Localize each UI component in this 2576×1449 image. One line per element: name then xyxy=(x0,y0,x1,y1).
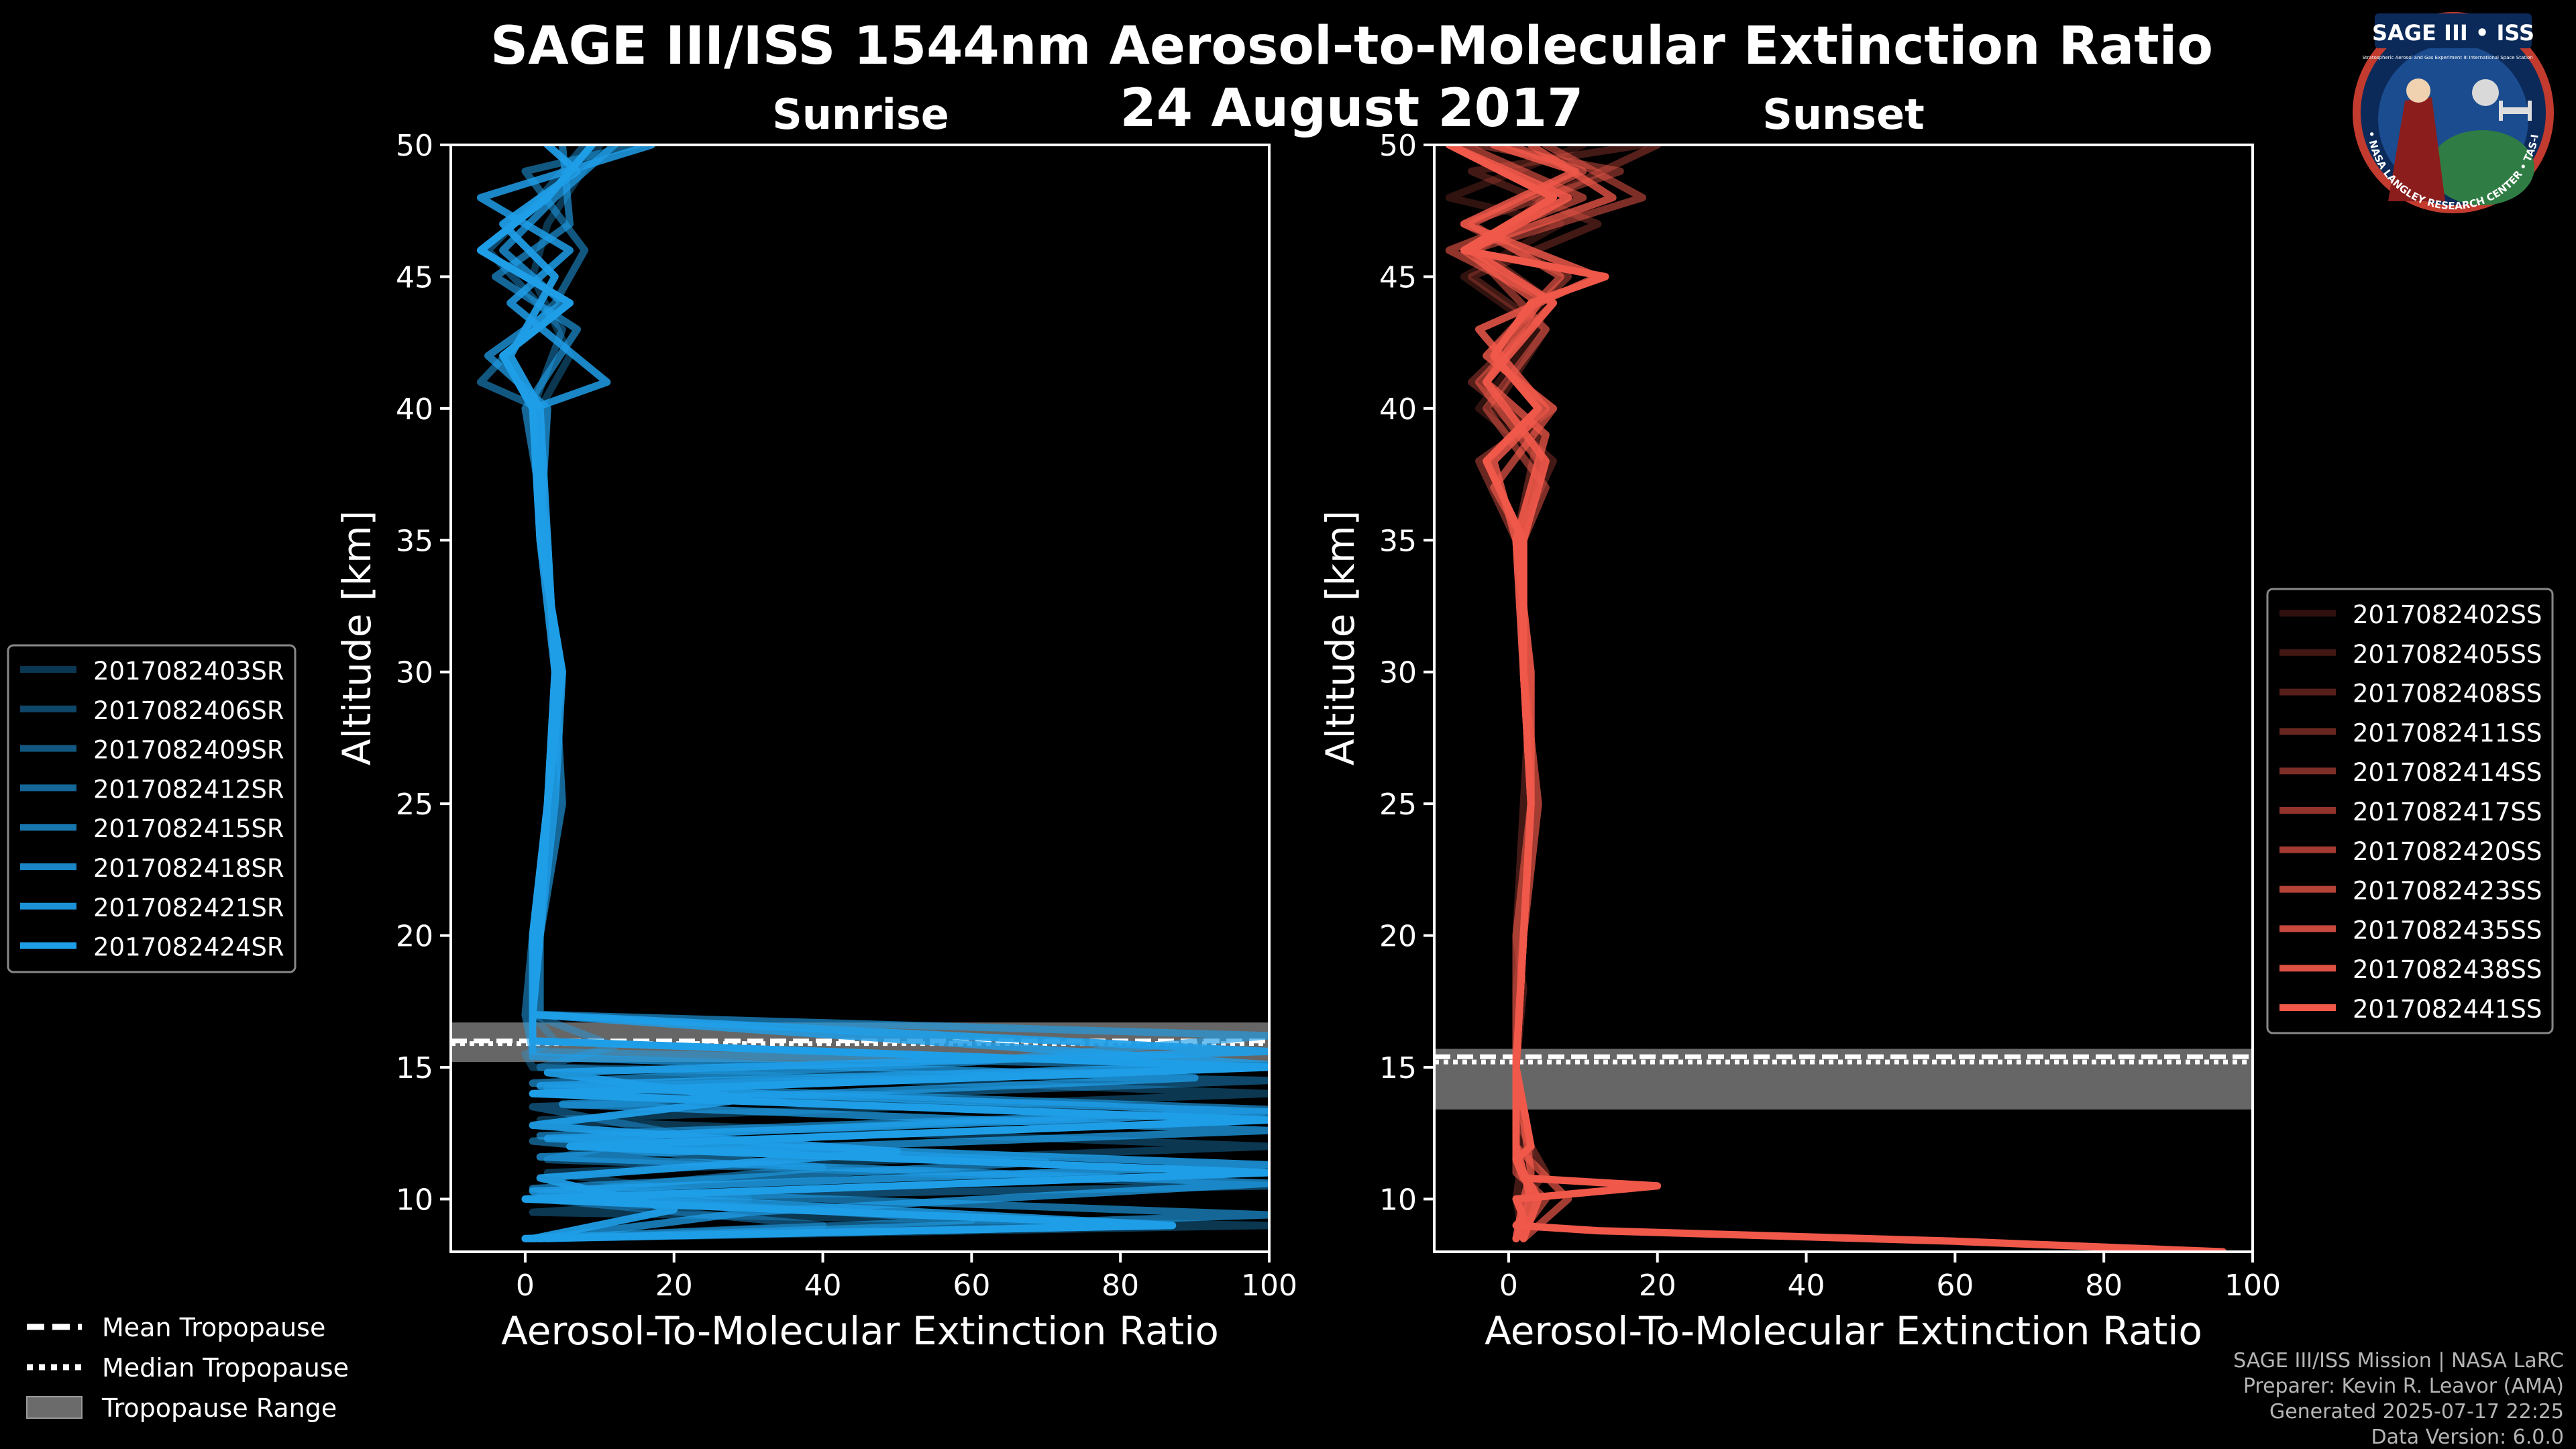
sunset-axes-frame xyxy=(1433,144,2254,1253)
sunset-tropopause-range xyxy=(1434,1049,2253,1110)
sunrise-legend: 2017082403SR 2017082406SR 2017082409SR 2017… xyxy=(7,644,297,973)
legend-label-2017082420SS: 2017082420SS xyxy=(2353,837,2542,866)
legend-label-2017082408SS: 2017082408SS xyxy=(2353,680,2542,708)
series-line-2017082441SS xyxy=(1445,145,2227,1252)
y-tick-label: 10 xyxy=(1379,1183,1417,1217)
legend-label-2017082424SR: 2017082424SR xyxy=(93,933,284,962)
y-tick-label: 20 xyxy=(396,920,433,954)
legend-label-2017082417SS: 2017082417SS xyxy=(2353,798,2542,826)
sunrise-chart: 0 20 40 60 80 100 10 15 20 25 30 35 40 45 50 Aerosol-To… xyxy=(334,129,1297,1354)
legend-label-2017082403SR: 2017082403SR xyxy=(93,657,284,686)
sunset-chart: 0 20 40 60 80 100 10 15 20 25 30 35 40 45 50 Aerosol-To… xyxy=(1318,129,2281,1354)
footer-version: Data Version: 6.0.0 xyxy=(2371,1426,2564,1449)
legend-label-2017082409SR: 2017082409SR xyxy=(93,736,284,765)
logo-subtitle-right: International Space Station xyxy=(2469,55,2532,60)
tropopause-range-label: Tropopause Range xyxy=(101,1393,337,1423)
legend-label-2017082406SR: 2017082406SR xyxy=(93,696,284,725)
footer-mission: SAGE III/ISS Mission | NASA LaRC xyxy=(2233,1349,2564,1373)
sunset-y-axis-label: Altitude [km] xyxy=(1318,511,1363,765)
sunset-x-axis-label: Aerosol-To-Molecular Extinction Ratio xyxy=(1485,1308,2202,1354)
legend-label-2017082402SS: 2017082402SS xyxy=(2353,600,2542,629)
x-tick-label: 100 xyxy=(2224,1269,2281,1303)
earth-icon xyxy=(2430,130,2534,205)
x-tick-label: 20 xyxy=(1639,1269,1676,1303)
x-tick-label: 40 xyxy=(804,1269,842,1303)
legend-label-2017082415SR: 2017082415SR xyxy=(93,814,284,843)
y-tick-label: 15 xyxy=(1379,1051,1417,1085)
x-tick-label: 20 xyxy=(655,1269,693,1303)
x-tick-label: 0 xyxy=(516,1269,535,1303)
y-tick-label: 30 xyxy=(396,656,433,690)
logo-name: SAGE III • ISS xyxy=(2372,20,2534,46)
y-tick-label: 40 xyxy=(396,392,433,427)
sunset-legend-box xyxy=(2266,588,2554,1034)
y-tick-label: 50 xyxy=(396,129,433,163)
x-tick-label: 100 xyxy=(1241,1269,1297,1303)
footer-generated: Generated 2025-07-17 22:25 xyxy=(2269,1400,2564,1424)
footer-preparer: Preparer: Kevin R. Leavor (AMA) xyxy=(2243,1375,2564,1398)
x-tick-label: 80 xyxy=(1102,1269,1139,1303)
median-tropopause-label: Median Tropopause xyxy=(102,1353,349,1383)
y-tick-label: 45 xyxy=(1379,260,1417,294)
y-tick-label: 10 xyxy=(396,1183,433,1217)
legend-label-2017082411SS: 2017082411SS xyxy=(2353,718,2542,747)
y-tick-label: 25 xyxy=(1379,788,1417,822)
moon-icon xyxy=(2472,79,2499,106)
mean-tropopause-label: Mean Tropopause xyxy=(102,1313,325,1342)
legend-label-2017082421SR: 2017082421SR xyxy=(93,894,284,922)
sunrise-axes-frame xyxy=(449,144,1271,1253)
x-tick-label: 80 xyxy=(2085,1269,2123,1303)
legend-label-2017082414SS: 2017082414SS xyxy=(2353,758,2542,787)
sunset-plot-area xyxy=(1434,145,2253,1252)
series-line-2017082421SR xyxy=(499,145,1269,1242)
y-tick-label: 20 xyxy=(1379,920,1417,954)
y-tick-label: 35 xyxy=(396,524,433,558)
x-tick-label: 40 xyxy=(1788,1269,1825,1303)
figure-date: 24 August 2017 xyxy=(1120,78,1584,139)
sunset-legend: 2017082402SS 2017082405SS 2017082408SS 2017… xyxy=(2266,588,2554,1034)
tropopause-legend: Mean Tropopause Median Tropopause Tropop… xyxy=(26,1313,349,1423)
legend-label-2017082423SS: 2017082423SS xyxy=(2353,877,2542,906)
sunrise-plot-area xyxy=(451,145,1269,1242)
sunrise-x-axis-label: Aerosol-To-Molecular Extinction Ratio xyxy=(501,1308,1219,1354)
space-station-icon xyxy=(2502,107,2529,114)
y-tick-label: 15 xyxy=(396,1051,433,1085)
sunrise-y-axis-label: Altitude [km] xyxy=(334,511,380,765)
y-tick-label: 30 xyxy=(1379,656,1417,690)
astronomer-icon xyxy=(2388,97,2445,201)
y-tick-label: 40 xyxy=(1379,392,1417,427)
y-tick-label: 35 xyxy=(1379,524,1417,558)
legend-label-2017082438SS: 2017082438SS xyxy=(2353,955,2542,984)
legend-label-2017082405SS: 2017082405SS xyxy=(2353,640,2542,669)
x-tick-label: 0 xyxy=(1499,1269,1518,1303)
sunrise-legend-box xyxy=(7,644,297,973)
legend-label-2017082418SR: 2017082418SR xyxy=(93,854,284,883)
x-tick-label: 60 xyxy=(1936,1269,1974,1303)
legend-label-2017082441SS: 2017082441SS xyxy=(2353,995,2542,1024)
sunrise-panel-title: Sunrise xyxy=(772,90,949,139)
legend-label-2017082435SS: 2017082435SS xyxy=(2353,916,2542,945)
y-tick-label: 50 xyxy=(1379,129,1417,163)
logo-subtitle-left: Stratospheric Aerosol and Gas Experiment… xyxy=(2362,55,2467,60)
series-line-2017082424SR xyxy=(476,145,1269,1242)
sunset-panel-title: Sunset xyxy=(1762,90,1925,139)
legend-label-2017082412SR: 2017082412SR xyxy=(93,775,284,804)
tropopause-range-swatch xyxy=(26,1396,83,1419)
x-tick-label: 60 xyxy=(953,1269,990,1303)
figure-title: SAGE III/ISS 1544nm Aerosol-to-Molecular… xyxy=(490,16,2213,76)
y-tick-label: 25 xyxy=(396,788,433,822)
y-tick-label: 45 xyxy=(396,260,433,294)
